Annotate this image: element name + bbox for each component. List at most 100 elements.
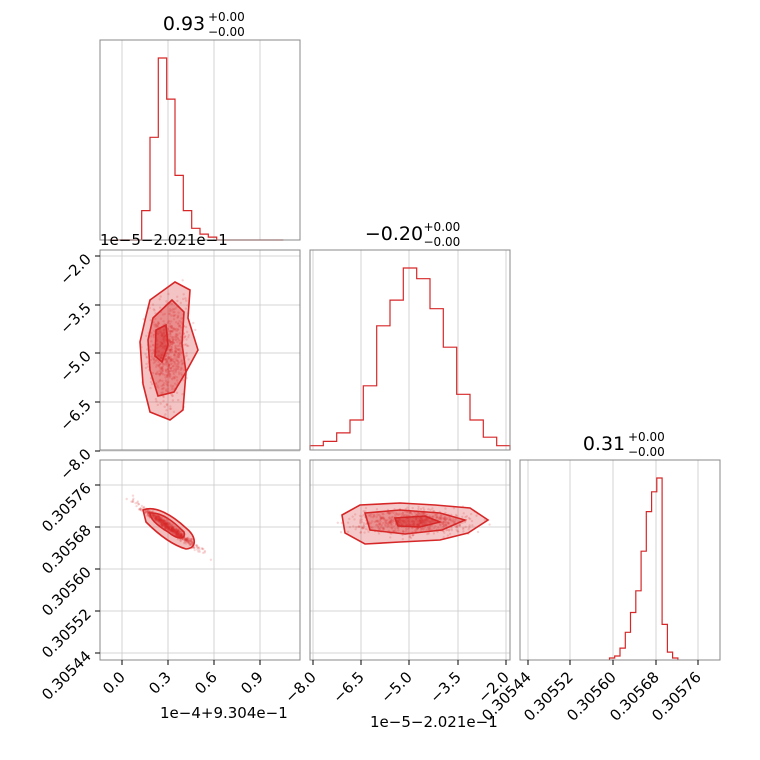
- sample-point: [173, 529, 177, 532]
- sample-point: [160, 522, 163, 525]
- sample-point: [401, 530, 405, 534]
- x-tick-label-param1: 0.3: [145, 668, 175, 698]
- sample-point: [162, 521, 165, 524]
- sample-point: [185, 354, 188, 357]
- sample-point: [173, 382, 177, 385]
- sample-point: [177, 534, 180, 537]
- sample-point: [360, 515, 363, 518]
- sample-point: [405, 514, 409, 517]
- sample-point: [170, 528, 174, 531]
- sample-point: [437, 516, 441, 519]
- sample-point: [180, 373, 184, 377]
- sample-point: [169, 360, 172, 363]
- sample-point: [378, 522, 382, 525]
- sample-point: [388, 518, 391, 521]
- sample-point: [180, 351, 183, 355]
- sample-point: [387, 512, 390, 515]
- sample-point: [148, 306, 151, 310]
- sample-point: [164, 526, 167, 530]
- sample-point: [176, 344, 179, 348]
- sample-point: [174, 527, 177, 531]
- sample-point: [175, 529, 178, 532]
- sample-point: [169, 367, 173, 370]
- sample-point: [375, 508, 379, 511]
- sample-point: [174, 532, 177, 535]
- sample-point: [154, 517, 157, 521]
- sample-point: [155, 515, 158, 519]
- sample-point: [362, 510, 365, 513]
- sample-point: [354, 528, 357, 531]
- sample-point: [177, 355, 180, 358]
- sample-point: [177, 351, 181, 355]
- sample-point: [167, 526, 170, 529]
- sample-point: [179, 535, 182, 538]
- sample-point: [162, 313, 165, 316]
- sample-point: [162, 522, 166, 526]
- sample-point: [177, 348, 180, 351]
- sample-point: [187, 536, 190, 539]
- sample-point: [173, 327, 177, 331]
- sample-point: [166, 361, 170, 364]
- sample-point: [162, 384, 165, 387]
- sample-point: [170, 528, 173, 531]
- sample-point: [180, 533, 183, 536]
- sample-point: [368, 514, 371, 518]
- sample-point: [136, 500, 139, 503]
- sample-point: [152, 333, 155, 336]
- sample-point: [169, 359, 172, 362]
- sample-point: [152, 351, 155, 354]
- sample-point: [174, 531, 177, 534]
- sample-point: [153, 309, 156, 312]
- sample-point: [154, 515, 157, 518]
- sample-point: [197, 546, 201, 549]
- y-tick-label-param2: −2.0: [56, 250, 94, 288]
- sample-point: [174, 329, 177, 332]
- sample-point: [170, 528, 173, 532]
- sample-point: [173, 354, 177, 357]
- sample-point: [388, 520, 391, 523]
- sample-point: [166, 526, 169, 529]
- sample-point: [161, 523, 164, 527]
- sample-point: [166, 381, 169, 385]
- sample-point: [171, 525, 174, 529]
- sample-point: [180, 535, 183, 538]
- sample-point: [188, 540, 192, 543]
- sample-point: [182, 336, 186, 339]
- sample-point: [178, 347, 181, 351]
- sample-point: [174, 313, 177, 317]
- sample-point: [174, 351, 178, 354]
- sample-point: [157, 518, 160, 521]
- sample-point: [180, 363, 184, 366]
- sample-point: [131, 498, 135, 502]
- sample-point: [146, 511, 150, 515]
- sample-point: [445, 524, 448, 527]
- sample-point: [406, 528, 410, 531]
- sample-point: [169, 355, 172, 359]
- sample-point: [368, 513, 371, 517]
- x-tick-label-param1: 0.0: [99, 668, 129, 698]
- sample-point: [185, 538, 188, 542]
- sample-point: [158, 365, 161, 369]
- sample-point: [163, 363, 167, 366]
- sample-point: [378, 513, 381, 517]
- sample-point: [181, 279, 184, 282]
- sample-point: [169, 525, 173, 529]
- sample-point: [442, 520, 445, 524]
- sample-point: [395, 513, 399, 516]
- sample-point: [165, 525, 168, 528]
- sample-point: [454, 513, 458, 517]
- sample-point: [176, 299, 179, 303]
- sample-point: [153, 514, 157, 517]
- sample-point: [165, 522, 168, 525]
- sample-point: [160, 519, 164, 522]
- sample-point: [169, 340, 173, 343]
- sample-point: [385, 521, 388, 524]
- sample-point: [411, 533, 414, 537]
- sample-point: [164, 522, 167, 525]
- sample-point: [397, 529, 400, 532]
- sample-point: [190, 540, 193, 543]
- sample-point: [178, 534, 181, 537]
- sample-point: [152, 515, 155, 518]
- sample-point: [158, 362, 162, 365]
- sample-point: [190, 541, 194, 545]
